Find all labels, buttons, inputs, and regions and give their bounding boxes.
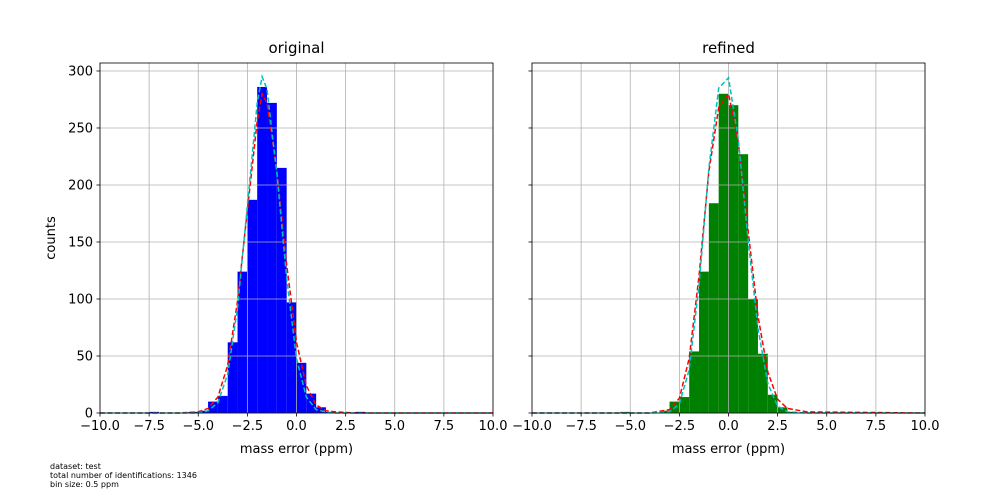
original-xtick-label-4: 0.0 xyxy=(286,419,307,434)
original-ytick-label-6: 300 xyxy=(68,64,93,79)
original-panel: −10.0 −7.5 −5.0 −2.5 0.0 2.5 5.0 7.5 10.0 0 50 100 1… xyxy=(44,39,507,457)
original-xtick-label-0: −10.0 xyxy=(80,419,120,434)
original-bar-8 xyxy=(257,86,268,413)
original-bar-6 xyxy=(237,271,248,413)
refined-panel: −10.0 −7.5 −5.0 −2.5 0.0 2.5 5.0 7.5 10.0 refined… xyxy=(512,39,939,457)
original-ytick-label-3: 150 xyxy=(68,235,93,250)
original-chart-title: original xyxy=(268,39,324,57)
original-xtick-label-5: 2.5 xyxy=(335,419,356,434)
original-fit-line-cyan xyxy=(100,73,493,414)
original-xtick-label-7: 7.5 xyxy=(434,419,455,434)
original-xtick-label-2: −5.0 xyxy=(182,419,214,434)
note-total-identifications: total number of identifications: 1346 xyxy=(50,471,197,480)
refined-bar-8 xyxy=(728,105,739,414)
original-ytick-label-2: 100 xyxy=(68,292,93,307)
refined-bar-5 xyxy=(699,271,709,413)
refined-chart-title: refined xyxy=(702,39,755,57)
refined-xtick-label-4: 0.0 xyxy=(718,419,739,434)
note-bin-size: bin size: 0.5 ppm xyxy=(50,480,119,489)
refined-bar-9 xyxy=(738,154,749,414)
refined-bar-4 xyxy=(689,351,700,413)
original-bar-12 xyxy=(296,362,307,413)
refined-xtick-label-7: 7.5 xyxy=(866,419,887,434)
original-bar-2 xyxy=(198,410,209,413)
original-bar-10 xyxy=(276,167,287,413)
refined-xtick-label-2: −5.0 xyxy=(614,419,646,434)
refined-bar-3 xyxy=(679,397,690,413)
original-bar-7 xyxy=(247,199,258,413)
refined-x-axis-label: mass error (ppm) xyxy=(672,442,785,457)
refined-xtick-label-3: −2.5 xyxy=(664,419,696,434)
refined-fit-line-cyan xyxy=(532,76,925,414)
original-x-axis-label: mass error (ppm) xyxy=(240,442,353,457)
original-bar-5 xyxy=(227,342,238,413)
refined-bar-7 xyxy=(718,93,729,413)
original-xtick-label-6: 5.0 xyxy=(384,419,405,434)
original-y-axis-label: counts xyxy=(44,216,59,260)
note-dataset: dataset: test xyxy=(50,462,101,471)
original-xtick-label-1: −7.5 xyxy=(133,419,165,434)
original-bar-11 xyxy=(286,302,297,413)
refined-bar-1 xyxy=(659,410,670,413)
refined-xtick-label-8: 10.0 xyxy=(911,419,940,434)
original-ytick-label-5: 250 xyxy=(68,121,93,136)
original-ytick-label-0: 0 xyxy=(85,407,93,422)
original-xtick-label-8: 10.0 xyxy=(479,419,508,434)
refined-xtick-label-5: 2.5 xyxy=(767,419,788,434)
refined-bar-11 xyxy=(757,353,768,413)
refined-bar-13 xyxy=(777,407,788,413)
original-fit-line-red xyxy=(100,91,493,414)
original-ytick-label-1: 50 xyxy=(76,349,93,364)
refined-xtick-label-0: −10.0 xyxy=(512,419,552,434)
refined-xtick-label-6: 5.0 xyxy=(816,419,837,434)
original-bar-4 xyxy=(217,395,228,413)
original-ytick-label-4: 200 xyxy=(68,178,93,193)
refined-bar-6 xyxy=(708,203,719,413)
refined-bar-12 xyxy=(767,394,778,413)
refined-xtick-label-1: −7.5 xyxy=(565,419,597,434)
original-bar-9 xyxy=(267,102,277,413)
original-xtick-label-3: −2.5 xyxy=(232,419,264,434)
